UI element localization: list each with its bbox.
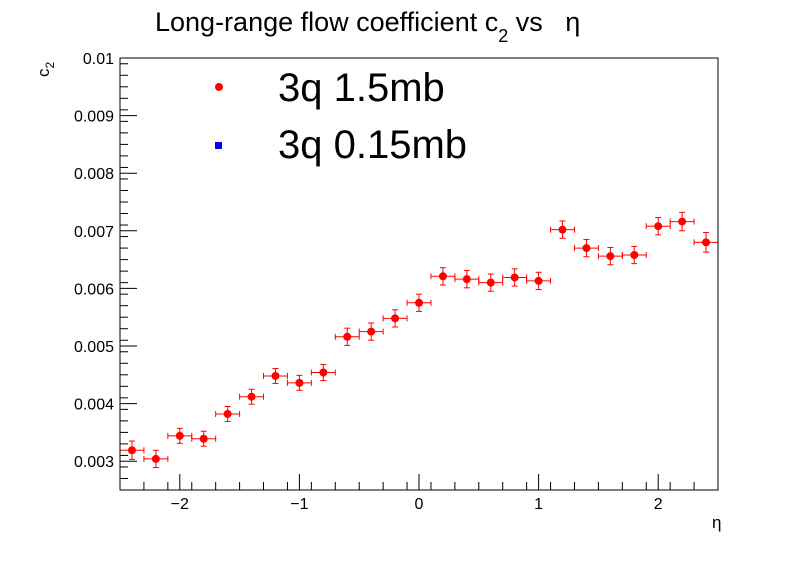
legend: 3q 1.5mb 3q 0.15mb bbox=[215, 66, 467, 167]
data-marker bbox=[223, 409, 232, 418]
y-tick-label: 0.006 bbox=[74, 281, 114, 298]
y-tick-label: 0.003 bbox=[74, 454, 114, 471]
data-point bbox=[334, 327, 360, 346]
data-point bbox=[621, 245, 647, 265]
chart-title-suffix: vs η bbox=[508, 7, 580, 37]
x-tick-label: 1 bbox=[534, 496, 543, 513]
legend-marker-3q-1.5mb bbox=[215, 83, 223, 91]
data-point bbox=[406, 293, 432, 312]
x-tick-label: 2 bbox=[654, 496, 663, 513]
data-point bbox=[358, 322, 384, 341]
data-marker bbox=[510, 273, 519, 282]
data-marker bbox=[702, 238, 711, 247]
data-point bbox=[526, 271, 552, 291]
data-point bbox=[119, 440, 145, 460]
data-point bbox=[693, 232, 719, 253]
data-marker bbox=[367, 327, 376, 336]
legend-marker-3q-0.15mb bbox=[215, 142, 222, 149]
data-marker bbox=[462, 275, 471, 284]
data-point bbox=[382, 309, 408, 328]
data-marker bbox=[678, 217, 687, 226]
y-axis-label-main: c bbox=[34, 68, 53, 77]
data-point bbox=[478, 273, 504, 292]
y-axis-label: c2 bbox=[34, 62, 57, 78]
data-point bbox=[310, 363, 336, 382]
data-marker bbox=[391, 314, 400, 323]
data-point bbox=[215, 405, 241, 422]
y-tick-label: 0.005 bbox=[74, 339, 114, 356]
data-point bbox=[645, 217, 671, 236]
data-marker bbox=[438, 272, 447, 281]
x-axis-ticks: −2 −1 0 1 2 bbox=[119, 474, 719, 513]
legend-label-3q-0.15mb: 3q 0.15mb bbox=[278, 123, 467, 167]
data-point bbox=[191, 430, 217, 447]
y-tick-label: 0.01 bbox=[83, 51, 114, 68]
data-marker bbox=[558, 225, 567, 234]
chart-title-main: Long-range flow coefficient c bbox=[155, 7, 498, 37]
data-point bbox=[573, 238, 599, 258]
data-point bbox=[263, 367, 288, 384]
data-point bbox=[454, 270, 480, 289]
data-marker bbox=[415, 298, 423, 307]
data-marker bbox=[606, 252, 615, 261]
data-marker bbox=[175, 431, 184, 440]
data-point bbox=[550, 220, 575, 239]
data-marker bbox=[534, 276, 543, 285]
data-point bbox=[502, 268, 528, 287]
data-point bbox=[143, 449, 169, 469]
data-marker bbox=[582, 244, 591, 253]
data-point bbox=[167, 427, 193, 444]
data-point bbox=[239, 388, 265, 405]
data-marker bbox=[271, 371, 280, 380]
plot-frame bbox=[119, 57, 719, 491]
x-axis-label: η bbox=[712, 513, 721, 532]
y-axis-ticks: 0.003 0.004 0.005 0.006 0.007 0.008 0.009 0.01 bbox=[74, 51, 137, 491]
chart-title: Long-range flow coefficient c2 vs η bbox=[155, 7, 580, 46]
x-tick-label: −2 bbox=[171, 496, 189, 513]
data-marker bbox=[319, 368, 328, 377]
data-marker bbox=[486, 278, 495, 287]
legend-label-3q-1.5mb: 3q 1.5mb bbox=[278, 66, 445, 110]
y-tick-label: 0.004 bbox=[74, 397, 114, 414]
data-marker bbox=[343, 332, 352, 341]
chart-title-subscript: 2 bbox=[498, 26, 508, 46]
data-marker bbox=[295, 378, 304, 387]
data-marker bbox=[654, 222, 663, 231]
plot-area: 0.0030.0040.0050.0060.0070.0080.0090.01 … bbox=[74, 51, 719, 513]
series-layer bbox=[119, 211, 719, 469]
data-point bbox=[669, 211, 695, 232]
data-marker bbox=[127, 446, 136, 455]
data-marker bbox=[199, 434, 208, 443]
data-marker bbox=[151, 454, 160, 463]
data-point bbox=[286, 374, 312, 391]
y-axis-label-subscript: 2 bbox=[43, 62, 57, 69]
y-tick-label: 0.008 bbox=[74, 166, 114, 183]
y-tick-label: 0.007 bbox=[74, 224, 114, 241]
y-tick-label: 0.009 bbox=[74, 109, 114, 126]
data-marker bbox=[630, 250, 639, 259]
data-point bbox=[430, 267, 456, 286]
x-tick-label: −1 bbox=[290, 496, 308, 513]
data-marker bbox=[247, 392, 256, 401]
x-tick-label: 0 bbox=[415, 496, 424, 513]
